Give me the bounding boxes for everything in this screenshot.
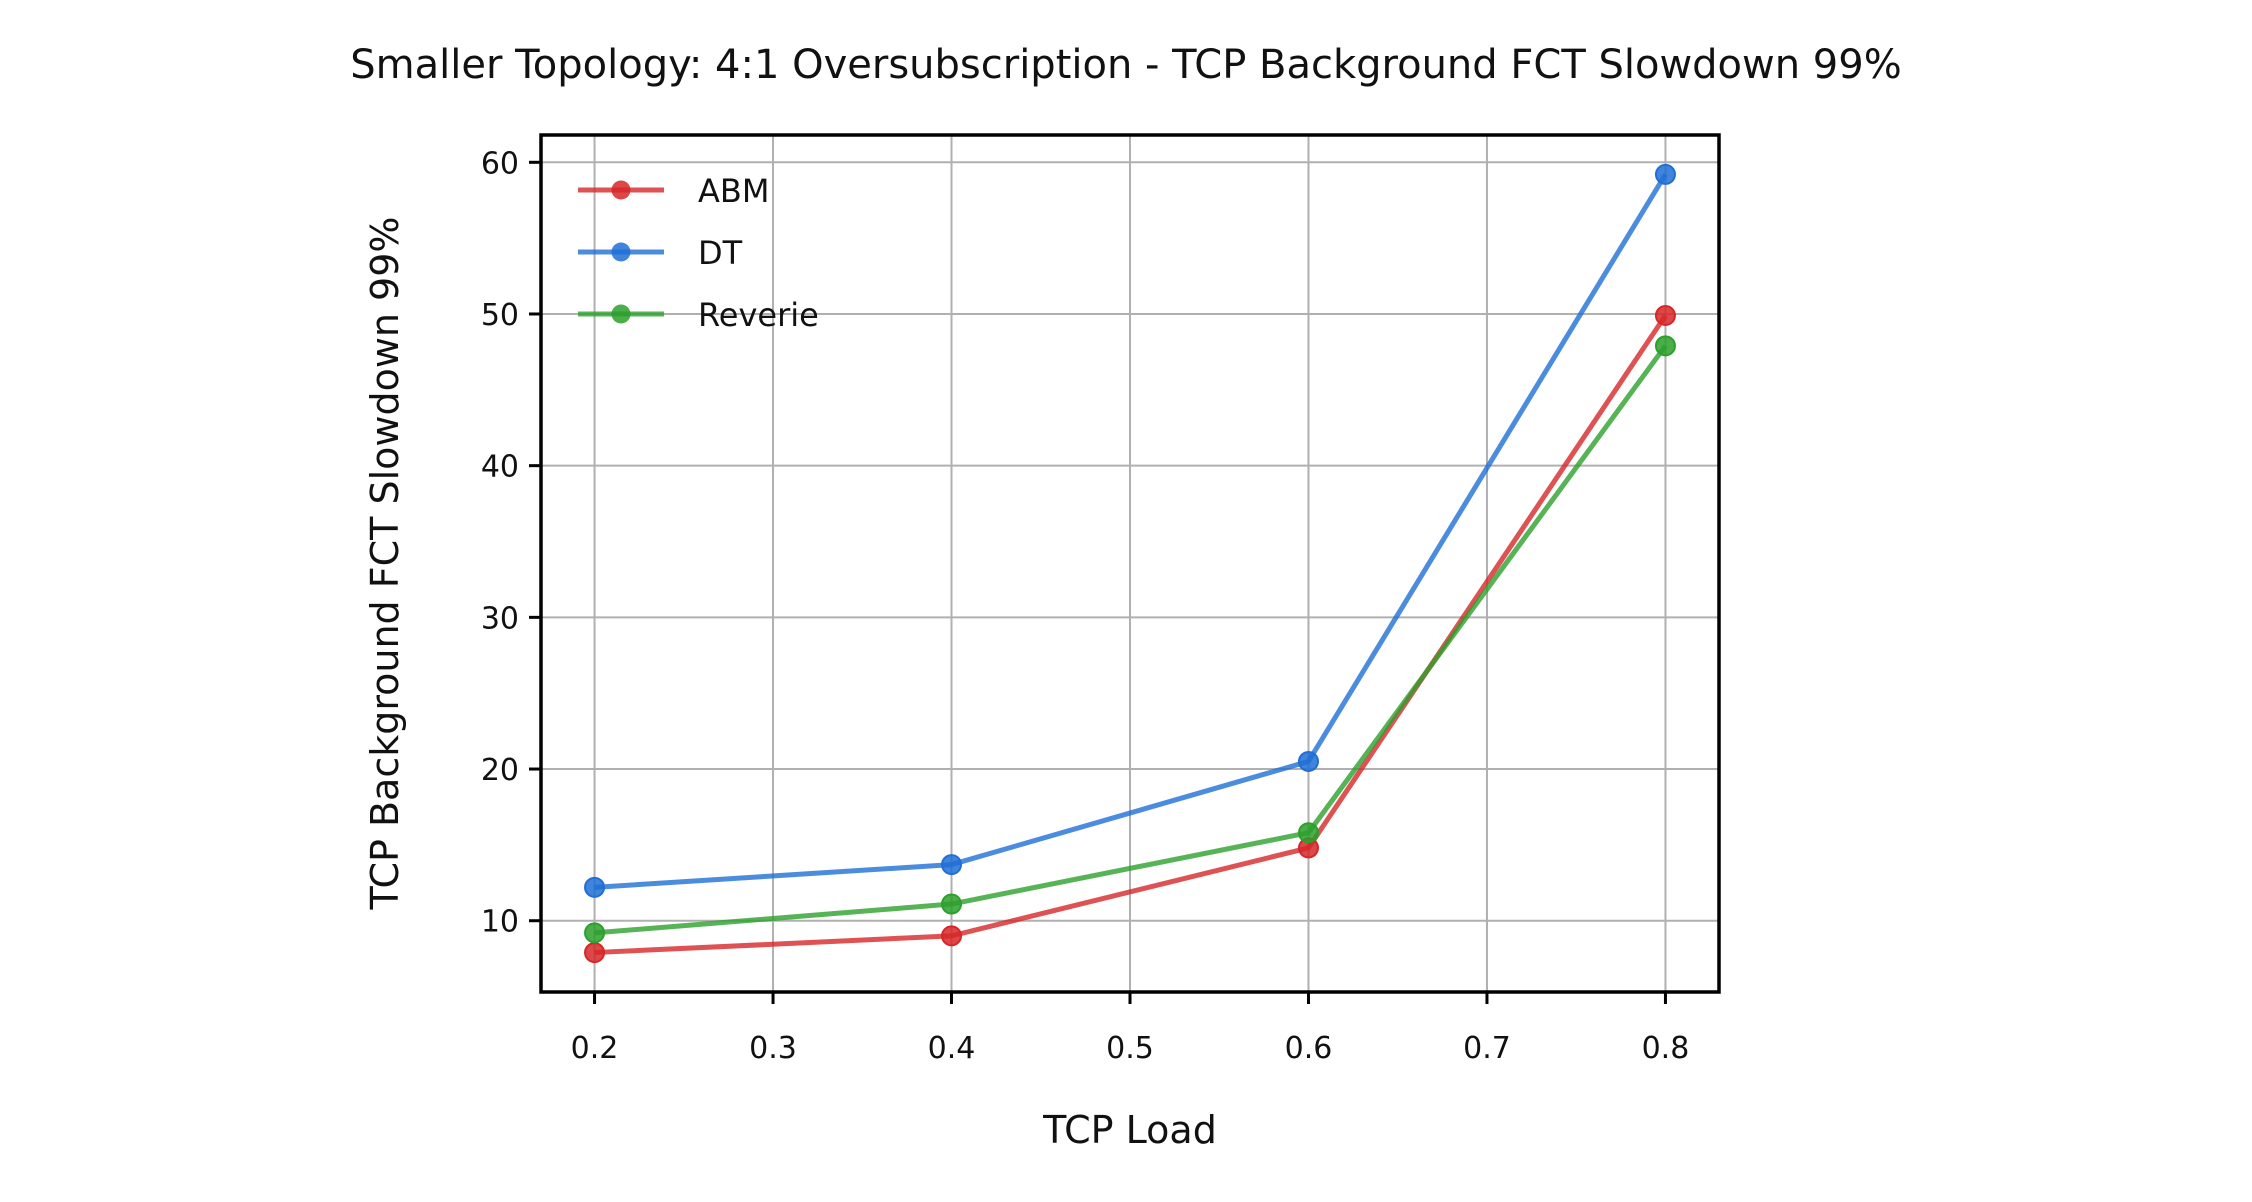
y-tick-label: 30 [481,601,519,636]
x-tick-label: 0.6 [1285,1031,1333,1066]
data-point-dt [1654,163,1676,185]
legend-label: ABM [698,172,769,210]
grid [541,135,1719,992]
data-point-abm [584,942,606,964]
data-point-abm [941,925,963,947]
y-tick-label: 40 [481,450,519,485]
data-point-dt [584,876,606,898]
axis-ticks: 0.2 0.3 0.4 0.5 0.6 0.7 0.8 10 20 30 40 50 60 [481,146,1690,1066]
legend-item-dt: DT [578,234,743,272]
chart-title: Smaller Topology: 4:1 Oversubscription -… [350,42,1901,88]
x-axis-label: TCP Load [1042,1108,1217,1152]
data-point-dt [941,854,963,876]
series-dt [584,163,1676,898]
legend-label: DT [698,234,743,272]
y-tick-label: 10 [481,905,519,940]
y-tick-label: 20 [481,753,519,788]
legend-item-abm: ABM [578,172,769,210]
y-axis-label: TCP Background FCT Slowdown 99% [363,216,407,910]
data-point-dt [1297,750,1319,772]
legend-item-reverie: Reverie [578,296,819,334]
series-layer [584,163,1676,964]
series-reverie [584,335,1676,944]
data-point-reverie [941,893,963,915]
x-tick-label: 0.3 [749,1031,797,1066]
legend-swatch-marker [611,242,631,262]
x-tick-label: 0.7 [1463,1031,1511,1066]
legend: ABM DT Reverie [578,172,819,334]
y-tick-label: 60 [481,146,519,181]
data-point-abm [1654,305,1676,327]
data-point-reverie [584,922,606,944]
legend-swatch-marker [611,180,631,200]
series-line-dt [594,173,1668,890]
x-tick-label: 0.5 [1106,1031,1154,1066]
x-tick-label: 0.4 [928,1031,976,1066]
x-tick-label: 0.2 [571,1031,619,1066]
legend-swatch-marker [611,304,631,324]
y-tick-label: 50 [481,298,519,333]
data-point-reverie [1297,822,1319,844]
data-point-reverie [1654,335,1676,357]
x-tick-label: 0.8 [1642,1031,1690,1066]
series-line-reverie [594,344,1668,936]
legend-label: Reverie [698,296,819,334]
series-line-abm [594,314,1668,956]
series-abm [584,305,1676,964]
